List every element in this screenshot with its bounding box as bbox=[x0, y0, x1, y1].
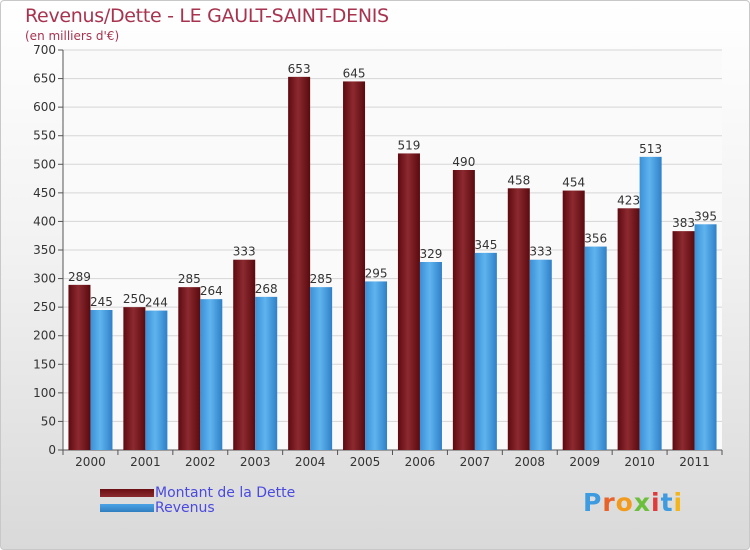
y-tick-label: 150 bbox=[33, 357, 56, 371]
y-tick-label: 650 bbox=[33, 72, 56, 86]
data-label: 458 bbox=[507, 173, 530, 187]
data-label: 513 bbox=[639, 142, 662, 156]
y-tick-label: 600 bbox=[33, 100, 56, 114]
x-tick-label: 2009 bbox=[569, 455, 600, 469]
data-label: 333 bbox=[233, 245, 256, 259]
bar-revenus bbox=[200, 299, 223, 450]
chart-subtitle: (en milliers d'€) bbox=[25, 29, 120, 43]
logo-letter: r bbox=[602, 488, 616, 517]
y-tick-label: 100 bbox=[33, 386, 56, 400]
bar-dette bbox=[672, 231, 695, 450]
x-tick-label: 2003 bbox=[240, 455, 271, 469]
bar-revenus bbox=[365, 281, 388, 450]
logo-letter: t bbox=[660, 488, 674, 517]
bar-dette bbox=[343, 81, 366, 450]
legend-swatch-revenus bbox=[100, 504, 154, 512]
bar-revenus bbox=[639, 156, 662, 450]
bar-revenus bbox=[90, 310, 113, 450]
chart-title: Revenus/Dette - LE GAULT-SAINT-DENIS bbox=[25, 5, 389, 27]
bar-dette bbox=[68, 284, 91, 450]
data-label: 454 bbox=[562, 176, 585, 190]
bar-dette bbox=[178, 287, 201, 450]
data-label: 345 bbox=[474, 238, 497, 252]
logo-letter: i bbox=[651, 488, 661, 517]
data-label: 645 bbox=[343, 66, 366, 80]
bar-dette bbox=[452, 170, 475, 450]
y-tick-label: 250 bbox=[33, 300, 56, 314]
data-label: 295 bbox=[365, 266, 388, 280]
y-tick-label: 450 bbox=[33, 186, 56, 200]
data-label: 329 bbox=[420, 247, 443, 261]
x-tick-label: 2006 bbox=[405, 455, 436, 469]
x-tick-label: 2011 bbox=[679, 455, 710, 469]
bar-revenus bbox=[255, 296, 278, 450]
x-tick-label: 2004 bbox=[295, 455, 326, 469]
data-label: 285 bbox=[310, 272, 333, 286]
logo-letter: o bbox=[615, 488, 634, 517]
logo-letter: i bbox=[673, 488, 684, 517]
bar-revenus bbox=[145, 310, 168, 450]
data-label: 423 bbox=[617, 193, 640, 207]
bar-revenus bbox=[474, 252, 497, 450]
legend-swatch-dette bbox=[100, 489, 154, 497]
logo-letter: P bbox=[583, 488, 603, 517]
bar-dette bbox=[562, 190, 585, 451]
y-tick-label: 400 bbox=[33, 214, 56, 228]
y-tick-label: 550 bbox=[33, 129, 56, 143]
bar-revenus bbox=[584, 246, 607, 450]
x-tick-label: 2010 bbox=[624, 455, 655, 469]
data-label: 490 bbox=[452, 155, 475, 169]
proxiti-logo: Proxiti bbox=[583, 488, 683, 517]
data-label: 285 bbox=[178, 272, 201, 286]
data-label: 383 bbox=[672, 216, 695, 230]
y-tick-label: 50 bbox=[41, 414, 56, 428]
bar-dette bbox=[397, 153, 420, 450]
y-tick-label: 300 bbox=[33, 272, 56, 286]
x-tick-label: 2000 bbox=[75, 455, 106, 469]
data-label: 264 bbox=[200, 284, 223, 298]
legend-item-dette: Montant de la Dette bbox=[100, 485, 400, 502]
data-label: 289 bbox=[68, 270, 91, 284]
y-tick-label: 500 bbox=[33, 157, 56, 171]
x-tick-label: 2005 bbox=[350, 455, 381, 469]
bar-dette bbox=[288, 76, 311, 450]
data-label: 268 bbox=[255, 282, 278, 296]
bar-revenus bbox=[694, 224, 717, 450]
bar-revenus bbox=[310, 287, 333, 450]
data-label: 250 bbox=[123, 292, 146, 306]
bar-revenus bbox=[529, 259, 552, 450]
data-label: 519 bbox=[398, 138, 421, 152]
data-label: 653 bbox=[288, 62, 311, 76]
y-tick-label: 0 bbox=[48, 443, 56, 457]
bar-dette bbox=[233, 259, 256, 450]
y-tick-label: 350 bbox=[33, 243, 56, 257]
bar-revenus bbox=[419, 262, 442, 450]
data-label: 244 bbox=[145, 296, 168, 310]
data-label: 356 bbox=[584, 232, 607, 246]
logo-letter: x bbox=[633, 488, 651, 517]
x-tick-label: 2001 bbox=[130, 455, 161, 469]
data-label: 333 bbox=[529, 245, 552, 259]
bar-dette bbox=[123, 307, 146, 450]
x-tick-label: 2008 bbox=[515, 455, 546, 469]
y-tick-label: 200 bbox=[33, 329, 56, 343]
data-label: 245 bbox=[90, 295, 113, 309]
legend-label-revenus: Revenus bbox=[155, 500, 215, 516]
y-tick-label: 700 bbox=[33, 43, 56, 57]
data-label: 395 bbox=[694, 209, 717, 223]
bar-dette bbox=[507, 188, 530, 451]
x-tick-label: 2002 bbox=[185, 455, 216, 469]
bar-dette bbox=[617, 208, 640, 450]
legend-label-dette: Montant de la Dette bbox=[155, 485, 296, 501]
legend-item-revenus: Revenus bbox=[100, 500, 400, 517]
x-tick-label: 2007 bbox=[460, 455, 491, 469]
